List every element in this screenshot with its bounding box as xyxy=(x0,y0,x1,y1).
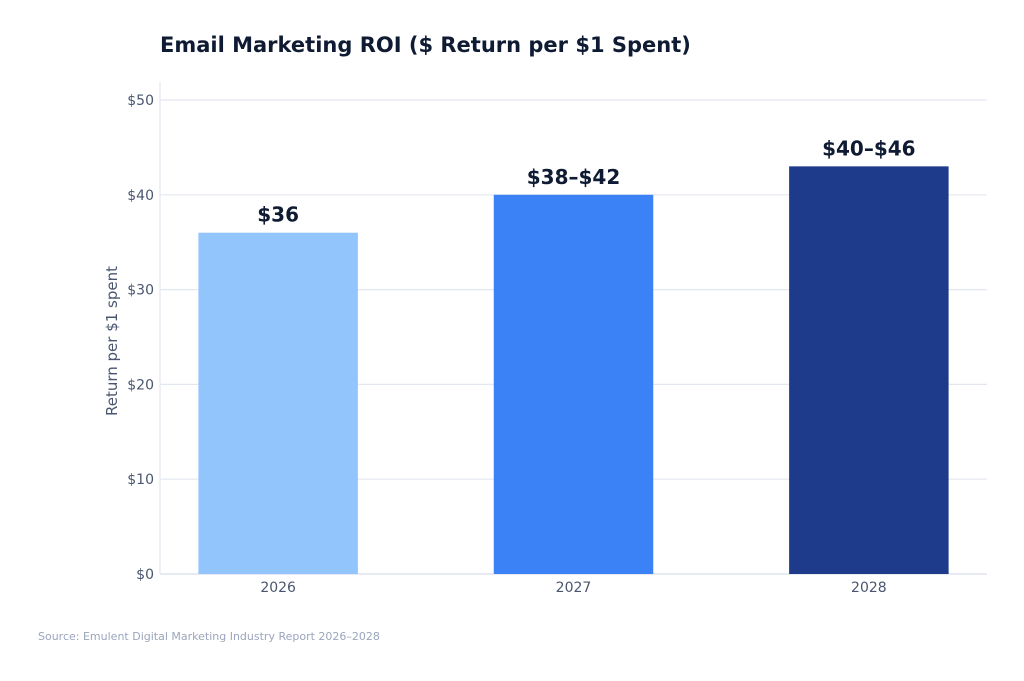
x-tick-label: 2026 xyxy=(260,580,296,596)
chart-title: Email Marketing ROI ($ Return per $1 Spe… xyxy=(160,33,691,57)
y-tick-label: $30 xyxy=(127,283,154,299)
bar-2027 xyxy=(493,194,654,575)
x-tick-label: 2027 xyxy=(556,580,592,596)
data-label: $40–$46 xyxy=(822,136,916,160)
y-axis-label: Return per $1 spent xyxy=(103,266,121,416)
y-tick-label: $20 xyxy=(127,377,154,393)
data-label: $38–$42 xyxy=(527,165,621,189)
x-tick-label: 2028 xyxy=(851,580,887,596)
bar-2026 xyxy=(198,232,358,574)
data-label: $36 xyxy=(257,203,299,227)
y-tick-label: $0 xyxy=(136,567,154,583)
bar-2028 xyxy=(789,166,949,575)
source-note: Source: Emulent Digital Marketing Indust… xyxy=(38,630,380,643)
y-tick-label: $40 xyxy=(127,188,154,204)
y-tick-label: $50 xyxy=(127,93,154,109)
y-tick-label: $10 xyxy=(127,472,154,488)
